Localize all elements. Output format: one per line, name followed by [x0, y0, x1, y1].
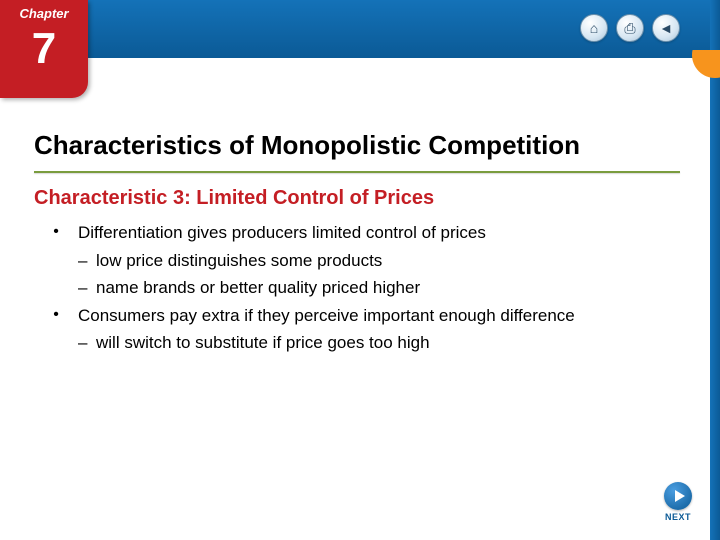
corner-accent	[690, 50, 720, 80]
bullet-list: •Differentiation gives producers limited…	[34, 220, 680, 356]
next-label: NEXT	[664, 512, 692, 522]
home-icon[interactable]: ⌂	[580, 14, 608, 42]
content-area: Characteristics of Monopolistic Competit…	[34, 130, 680, 358]
nav-icon-row: ⌂ ⎙ ◄	[580, 14, 680, 42]
back-icon[interactable]: ◄	[652, 14, 680, 42]
sub-bullet-text: name brands or better quality priced hig…	[96, 275, 420, 301]
title-underline	[34, 171, 680, 173]
bullet-item: •Consumers pay extra if they perceive im…	[34, 303, 680, 329]
page-title: Characteristics of Monopolistic Competit…	[34, 130, 680, 161]
sub-bullet-marker: –	[78, 248, 96, 274]
next-arrow-icon	[664, 482, 692, 510]
sub-bullet-item: –name brands or better quality priced hi…	[34, 275, 680, 301]
sub-bullet-marker: –	[78, 275, 96, 301]
chapter-label: Chapter	[0, 6, 88, 21]
bullet-text: Differentiation gives producers limited …	[78, 220, 486, 246]
chapter-tab: Chapter 7	[0, 0, 88, 98]
bullet-marker: •	[34, 220, 78, 244]
next-button[interactable]: NEXT	[664, 482, 692, 522]
bullet-text: Consumers pay extra if they perceive imp…	[78, 303, 575, 329]
sub-bullet-item: –will switch to substitute if price goes…	[34, 330, 680, 356]
bullet-marker: •	[34, 303, 78, 327]
subtitle: Characteristic 3: Limited Control of Pri…	[34, 187, 680, 210]
print-icon[interactable]: ⎙	[616, 14, 644, 42]
sub-bullet-marker: –	[78, 330, 96, 356]
sub-bullet-item: –low price distinguishes some products	[34, 248, 680, 274]
bullet-item: •Differentiation gives producers limited…	[34, 220, 680, 246]
right-edge-bar	[710, 0, 720, 540]
chapter-number: 7	[0, 23, 88, 76]
sub-bullet-text: low price distinguishes some products	[96, 248, 382, 274]
sub-bullet-text: will switch to substitute if price goes …	[96, 330, 430, 356]
